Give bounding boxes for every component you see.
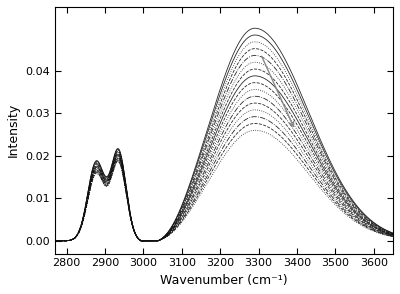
- Y-axis label: Intensity: Intensity: [7, 103, 20, 157]
- X-axis label: Wavenumber (cm⁻¹): Wavenumber (cm⁻¹): [160, 274, 288, 287]
